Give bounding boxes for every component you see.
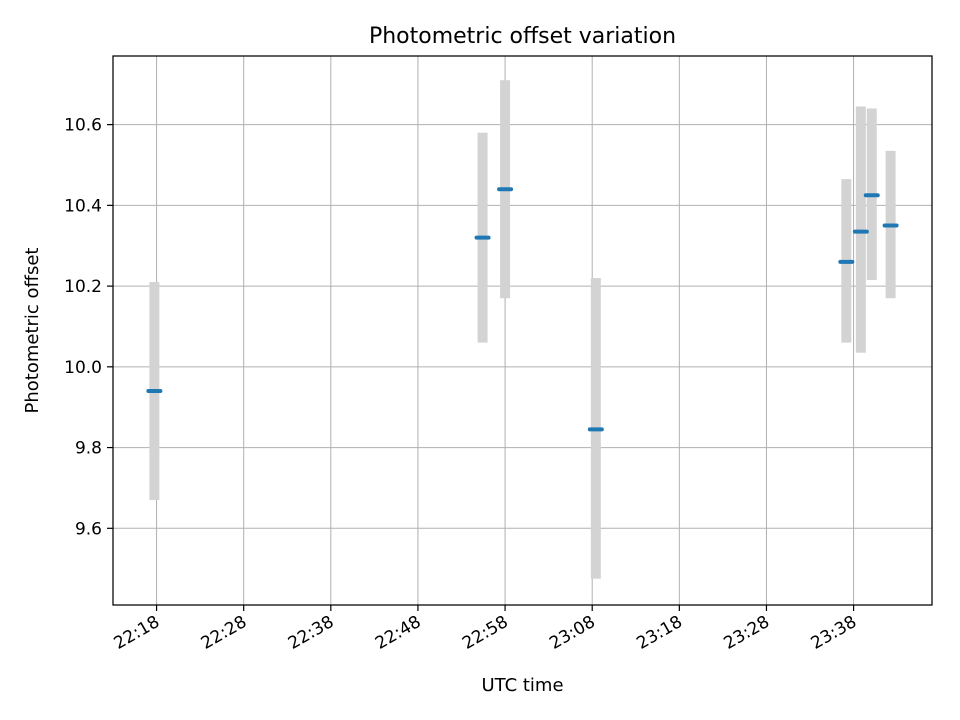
y-tick-label: 10.0	[64, 358, 102, 378]
plot-frame	[112, 55, 933, 606]
x-axis-label: UTC time	[481, 675, 563, 696]
y-tick-label: 9.6	[75, 519, 102, 539]
y-axis-ticks: 9.6 9.8 10.0 10.2 10.4 10.6	[64, 116, 113, 539]
chart-title: Photometric offset variation	[369, 24, 676, 49]
error-bar	[855, 106, 866, 353]
y-axis-label: Photometric offset	[22, 248, 43, 414]
y-tick-label: 9.8	[75, 439, 102, 459]
y-tick-label: 10.2	[64, 277, 102, 297]
y-tick-label: 10.6	[64, 116, 102, 136]
markers	[146, 187, 899, 432]
y-tick-label: 10.4	[64, 196, 102, 216]
